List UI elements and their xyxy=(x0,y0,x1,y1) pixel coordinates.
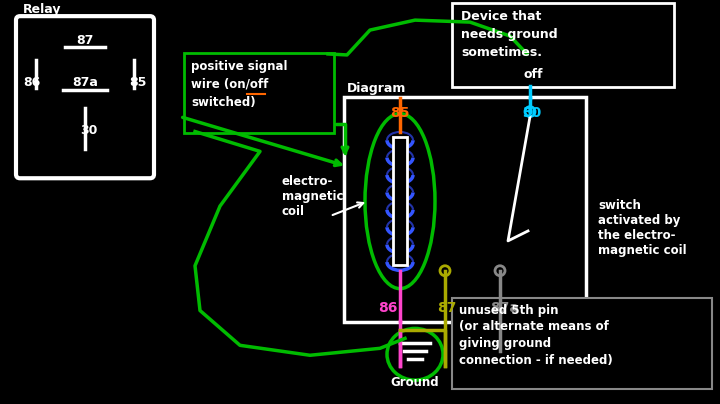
Text: switched): switched) xyxy=(191,96,256,109)
FancyBboxPatch shape xyxy=(184,53,334,133)
Text: wire (on/off: wire (on/off xyxy=(191,78,269,91)
Text: unused 5th pin: unused 5th pin xyxy=(459,303,559,317)
FancyBboxPatch shape xyxy=(452,298,712,389)
Text: 86: 86 xyxy=(378,301,397,316)
Text: 87: 87 xyxy=(76,34,94,47)
Text: off: off xyxy=(523,68,542,81)
Text: Diagram: Diagram xyxy=(347,82,406,95)
Text: 85: 85 xyxy=(130,76,147,89)
Text: positive signal: positive signal xyxy=(191,60,287,73)
Text: switch: switch xyxy=(598,199,641,212)
Text: coil: coil xyxy=(282,205,305,218)
Text: 87a: 87a xyxy=(72,76,98,89)
Bar xyxy=(393,137,407,265)
Text: magnetic coil: magnetic coil xyxy=(598,244,687,257)
Text: activated by: activated by xyxy=(598,214,680,227)
FancyBboxPatch shape xyxy=(452,3,674,87)
Text: the electro-: the electro- xyxy=(598,229,675,242)
Text: magnetic: magnetic xyxy=(282,190,343,203)
Text: 86: 86 xyxy=(23,76,40,89)
Text: 87a: 87a xyxy=(490,301,519,316)
FancyBboxPatch shape xyxy=(16,16,154,178)
Text: Relay: Relay xyxy=(23,3,61,16)
Text: Device that: Device that xyxy=(461,10,541,23)
Text: sometimes.: sometimes. xyxy=(461,46,542,59)
Text: electro-: electro- xyxy=(282,175,333,188)
Text: connection - if needed): connection - if needed) xyxy=(459,354,613,367)
Text: (or alternate means of: (or alternate means of xyxy=(459,320,609,333)
Text: 85: 85 xyxy=(390,106,410,120)
Text: Ground: Ground xyxy=(391,376,439,389)
Text: 30: 30 xyxy=(81,124,98,137)
Text: giving ground: giving ground xyxy=(459,337,551,350)
Text: 30: 30 xyxy=(522,106,541,120)
Text: 87: 87 xyxy=(437,301,456,316)
FancyBboxPatch shape xyxy=(344,97,586,322)
Text: needs ground: needs ground xyxy=(461,28,557,41)
